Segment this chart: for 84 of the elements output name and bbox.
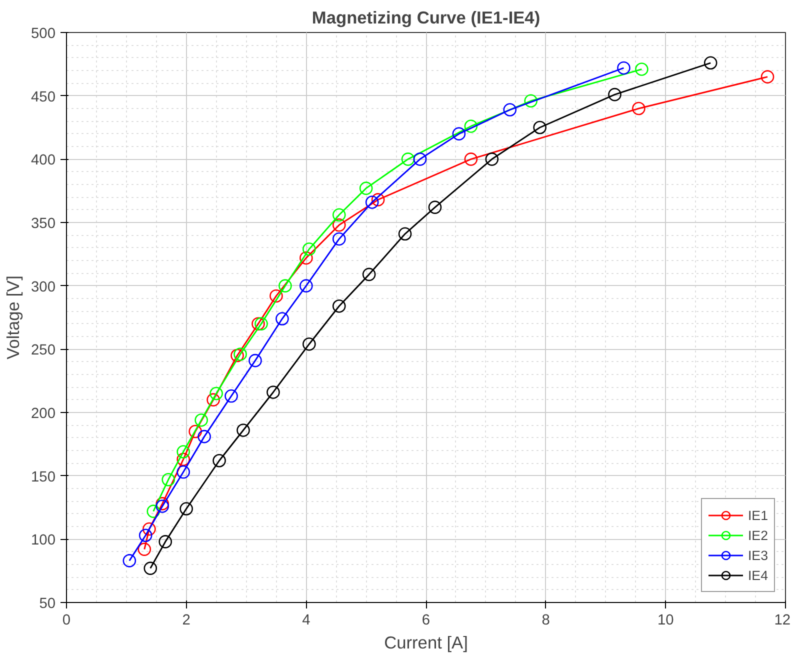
point [332,299,346,313]
point [270,289,283,303]
point [401,152,415,166]
point [332,208,346,222]
point [212,454,226,468]
point [230,348,244,362]
point [464,120,478,133]
point [122,554,136,568]
point [180,502,193,516]
point [266,386,280,399]
point [608,88,622,102]
point [413,152,427,166]
point [138,528,152,542]
point [302,337,316,351]
x-axis-title: Current [A] [384,632,468,652]
point [252,317,265,330]
point [524,94,538,108]
point [617,61,630,75]
y-axis-title: Voltage [V] [3,276,24,360]
point [158,535,172,548]
x-tick-label: 12 [774,612,791,628]
point [398,227,412,241]
point [194,413,208,427]
point [503,103,517,116]
x-tick-label: 10 [658,612,674,628]
point [365,196,379,209]
point [138,542,152,556]
point [156,497,170,510]
point [332,232,346,246]
point [224,389,238,403]
point [428,200,442,214]
point [146,504,160,518]
point [632,102,646,116]
point [302,242,316,256]
point [176,445,190,458]
point [362,268,376,282]
x-tick-label: 0 [62,612,71,628]
y-tick-label: 150 [31,469,56,486]
point [198,430,211,444]
x-tick-label: 4 [302,612,310,628]
point [176,465,190,479]
x-tick-label: 2 [182,612,190,628]
y-tick-label: 100 [31,532,56,549]
point [332,218,346,232]
point [359,182,373,195]
point [142,522,156,536]
point [278,279,292,292]
legend-label: IE1 [748,508,768,522]
y-tick-label: 400 [31,152,56,169]
point [236,424,250,437]
point [452,127,466,140]
y-tick-label: 350 [31,216,56,232]
x-tick-label: 6 [422,612,430,628]
point [188,424,202,438]
point [760,70,774,84]
point [635,62,648,76]
legend-label: IE2 [748,528,768,542]
y-tick-label: 200 [31,406,56,422]
point [176,452,190,466]
chart-title: Magnetizing Curve (IE1-IE4) [312,8,540,28]
y-tick-label: 250 [31,342,56,359]
point [206,393,220,406]
y-tick-label: 500 [31,26,56,42]
point [234,348,247,361]
point [371,193,385,206]
point [300,251,313,265]
point [276,312,289,326]
x-tick-label: 8 [542,612,550,628]
y-tick-label: 50 [39,596,56,612]
legend-label: IE4 [748,568,768,582]
legend-label: IE3 [748,548,768,562]
point [704,56,718,70]
point [533,120,546,134]
point [156,500,170,513]
y-tick-label: 450 [31,89,56,106]
point [248,354,262,368]
y-tick-label: 300 [31,279,56,296]
point [144,562,158,575]
point [162,472,176,486]
point [210,386,223,400]
point [464,152,478,166]
point [254,317,268,330]
point [300,279,313,292]
point [485,152,499,166]
